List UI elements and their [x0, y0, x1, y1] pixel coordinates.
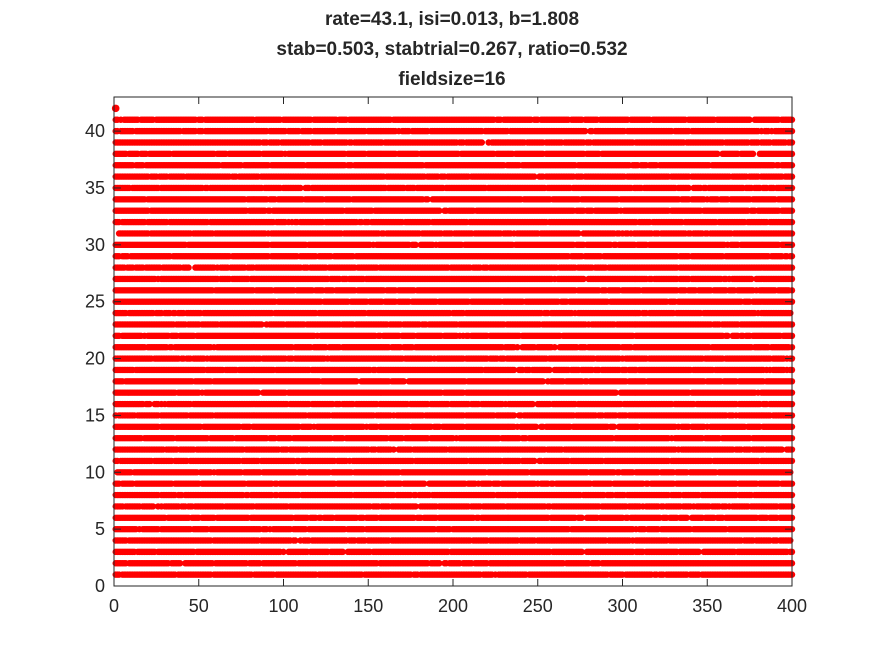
- spike-markers: [111, 104, 796, 578]
- spike-marker: [787, 537, 794, 544]
- chart-title-line-2: stab=0.503, stabtrial=0.267, ratio=0.532: [276, 39, 627, 60]
- spike-marker: [695, 548, 702, 556]
- spike-marker: [280, 548, 287, 556]
- chart-title-line-3: fieldsize=16: [398, 69, 505, 90]
- spike-marker: [436, 560, 443, 567]
- plot-area: [114, 97, 792, 586]
- spike-marker: [339, 548, 347, 556]
- spike-marker: [176, 560, 184, 567]
- chart-title-line-1: rate=43.1, isi=0.013, b=1.808: [325, 9, 579, 30]
- spike-marker: [578, 548, 586, 556]
